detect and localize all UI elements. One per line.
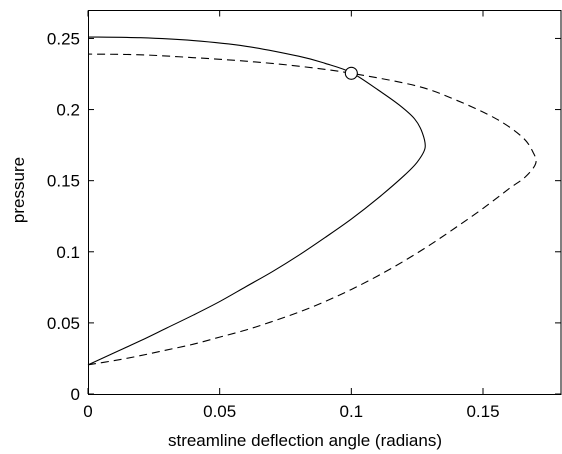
x-tick-label: 0.1 [340,402,364,421]
y-tick-label: 0.25 [47,29,80,48]
y-tick-label: 0.05 [47,314,80,333]
x-tick-label: 0.15 [466,402,499,421]
x-tick-label: 0.05 [203,402,236,421]
x-tick-label: 0 [83,402,92,421]
y-tick-label: 0.1 [56,243,80,262]
series-solid-line [87,36,426,366]
series-layer [87,36,537,366]
plot-frame [88,10,562,395]
marker-layer [344,66,358,80]
y-tick-label: 0.2 [56,101,80,120]
y-axis-label: pressure [9,157,28,223]
series-dashed-line [87,53,537,366]
y-tick-label: 0.15 [47,172,80,191]
y-tick-label: 0 [71,385,80,404]
axes-box [88,10,562,395]
ticks-layer: 0 0.05 0.1 0.15 0 0.05 0.1 0.15 0.2 0.25 [47,10,561,421]
x-axis-label: streamline deflection angle (radians) [168,431,442,450]
intersection-marker [344,66,358,80]
